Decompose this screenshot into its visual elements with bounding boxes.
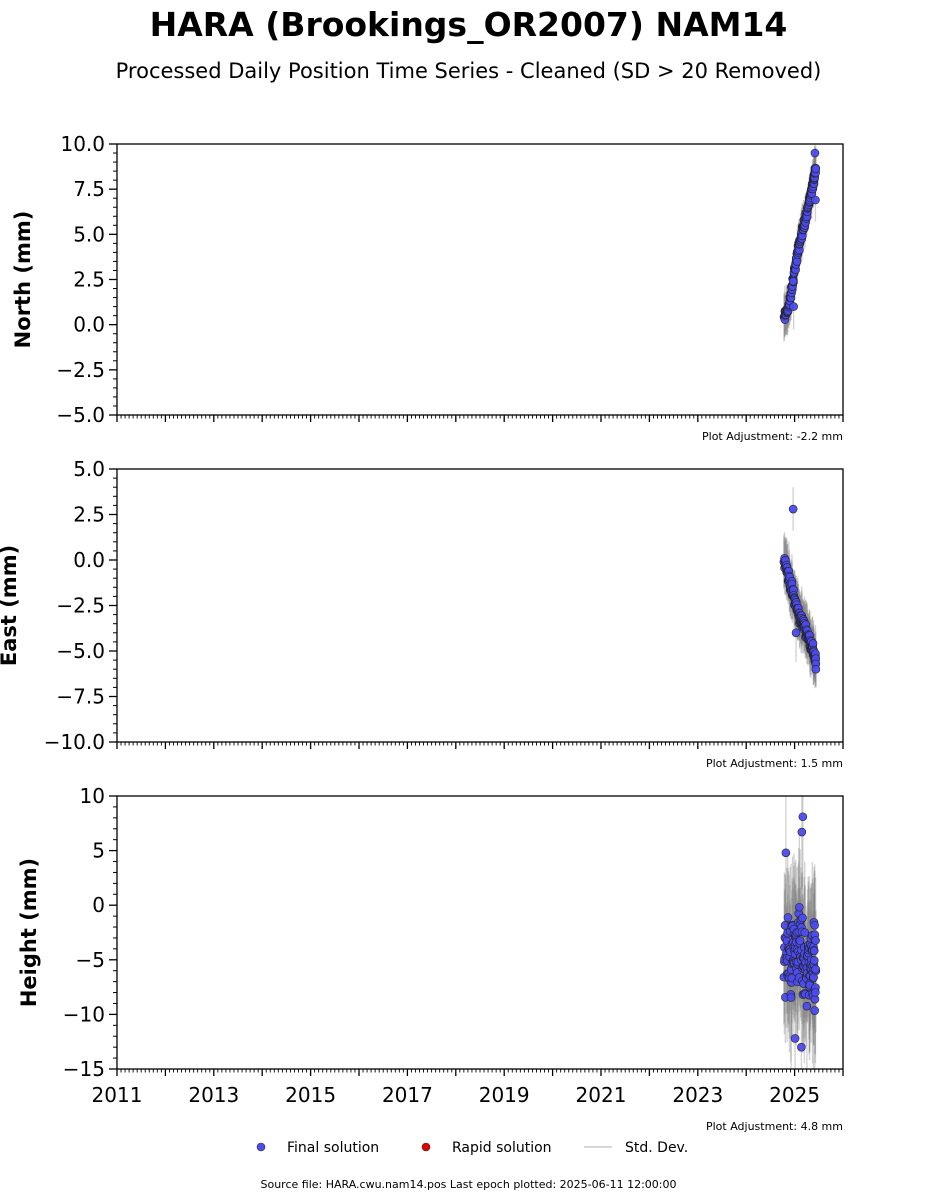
final-solution-point — [786, 993, 796, 1002]
chart-subtitle: Processed Daily Position Time Series - C… — [116, 59, 822, 83]
y-axis-label: East (mm) — [0, 545, 21, 666]
y-tick-label: 10.0 — [60, 132, 105, 156]
final-solution-point — [788, 504, 798, 514]
y-tick-label: −2.5 — [56, 358, 105, 382]
legend-rapid-label: Rapid solution — [452, 1140, 552, 1156]
source-footer: Source file: HARA.cwu.nam14.pos Last epo… — [260, 1178, 676, 1191]
chart-title: HARA (Brookings_OR2007) NAM14 — [150, 5, 788, 44]
x-tick-label: 2013 — [188, 1083, 239, 1107]
legend-final-label: Final solution — [287, 1140, 379, 1156]
panel-frame — [116, 468, 844, 743]
x-tick-label: 2019 — [479, 1083, 530, 1107]
final-solution-point — [788, 277, 798, 286]
y-tick-label: 0.0 — [73, 548, 105, 572]
y-tick-label: 10 — [80, 784, 105, 808]
final-solution-point — [810, 148, 820, 158]
y-tick-label: −15 — [63, 1057, 105, 1081]
final-solution-point — [809, 956, 819, 965]
panel-data — [779, 796, 821, 1069]
final-solution-point — [789, 302, 798, 311]
final-solution-point — [811, 195, 820, 205]
y-tick-label: −2.5 — [56, 594, 105, 618]
panel-3: −15 −10 −5 0 5 10 2011 2013 2015 2017 2019 2021 2023… — [17, 784, 844, 1133]
y-tick-label: 0.0 — [73, 313, 105, 337]
final-solution-point — [811, 936, 820, 945]
final-solution-point — [811, 664, 821, 674]
y-axis-label: North (mm) — [11, 211, 35, 349]
final-solution-point — [811, 164, 821, 174]
x-tick-label: 2025 — [769, 1083, 820, 1107]
final-solution-point — [797, 1042, 806, 1052]
y-tick-label: 5.0 — [73, 457, 105, 481]
panel-2: −10.0 −7.5 −5.0 −2.5 0.0 2.5 5.0 East (mm) Plot … — [0, 457, 844, 770]
final-solution-point — [795, 902, 804, 912]
legend-final-marker — [256, 1142, 266, 1152]
plot-adjustment: Plot Adjustment: -2.2 mm — [702, 430, 843, 443]
panel-frame — [116, 143, 844, 416]
legend: Final solution Rapid solution Std. Dev. — [256, 1140, 688, 1156]
legend-rapid-marker — [421, 1142, 431, 1152]
legend-std-label: Std. Dev. — [625, 1140, 688, 1156]
final-solution-point — [792, 257, 802, 266]
x-tick-label: 2023 — [672, 1083, 723, 1107]
x-tick-label: 2017 — [382, 1083, 433, 1107]
y-tick-label: 7.5 — [73, 177, 105, 201]
final-solution-point — [791, 628, 801, 638]
final-solution-point — [798, 913, 807, 923]
panel-1: −5.0 −2.5 0.0 2.5 5.0 7.5 10.0 North (mm) Plot A… — [11, 132, 844, 443]
panel-data — [779, 487, 821, 689]
final-solution-point — [809, 946, 819, 956]
final-solution-point — [798, 812, 808, 822]
y-tick-label: −5.0 — [56, 639, 105, 663]
y-tick-label: −10 — [63, 1002, 105, 1026]
panels: −5.0 −2.5 0.0 2.5 5.0 7.5 10.0 North (mm) Plot A… — [0, 132, 844, 1133]
y-tick-label: 5.0 — [73, 222, 105, 246]
final-solution-point — [802, 1001, 812, 1011]
y-tick-label: −10.0 — [44, 730, 105, 754]
y-tick-label: 5 — [92, 839, 105, 863]
final-solution-point — [810, 1006, 820, 1015]
final-solution-point — [811, 988, 820, 997]
final-solution-point — [795, 936, 805, 946]
y-tick-label: 0 — [92, 893, 105, 917]
x-tick-label: 2021 — [576, 1083, 627, 1107]
y-tick-label: 2.5 — [73, 503, 105, 527]
final-solution-point — [783, 913, 793, 922]
final-solution-point — [811, 964, 820, 974]
y-axis-label: Height (mm) — [17, 858, 41, 1007]
plot-adjustment: Plot Adjustment: 4.8 mm — [706, 1120, 843, 1133]
panel-frame — [116, 795, 844, 1070]
y-tick-label: −7.5 — [56, 685, 105, 709]
panel-data — [779, 144, 821, 342]
final-solution-point — [790, 1034, 800, 1043]
x-tick-label: 2015 — [285, 1083, 336, 1107]
final-solution-point — [800, 928, 810, 937]
x-tick-label: 2011 — [92, 1083, 143, 1107]
y-tick-label: −5 — [76, 948, 105, 972]
y-tick-label: 2.5 — [73, 268, 105, 292]
plot-adjustment: Plot Adjustment: 1.5 mm — [706, 757, 843, 770]
final-solution-point — [797, 827, 807, 837]
final-solution-point — [781, 848, 791, 858]
y-tick-label: −5.0 — [56, 403, 105, 427]
final-solution-point — [810, 920, 819, 930]
